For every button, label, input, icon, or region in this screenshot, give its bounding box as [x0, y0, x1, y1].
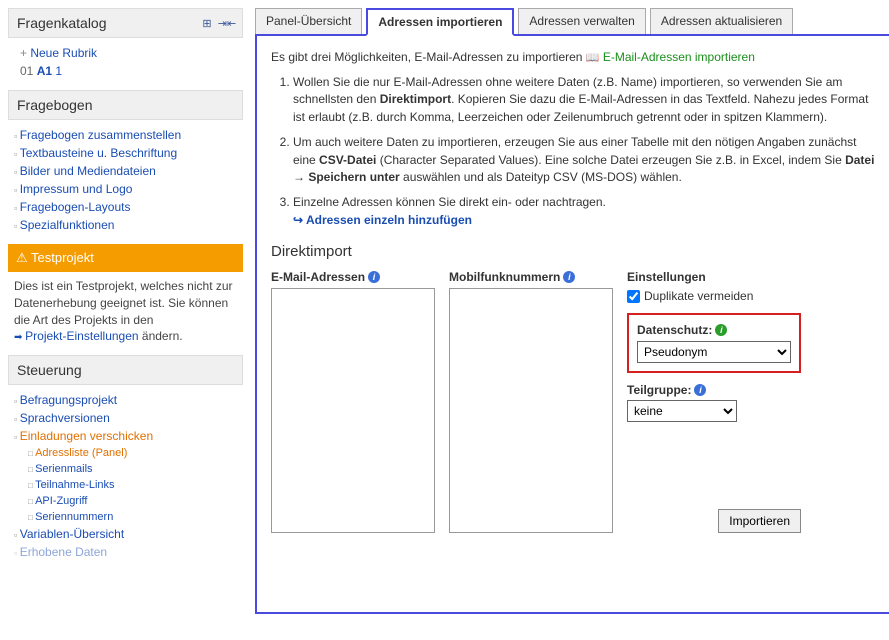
mobil-textarea[interactable]: [449, 288, 613, 533]
sidebar-sublink[interactable]: Seriennummern: [28, 509, 237, 525]
sidebar-link[interactable]: Spezialfunktionen: [14, 216, 237, 234]
sidebar-link[interactable]: Erhobene Daten: [14, 543, 237, 561]
projekt-einstellungen-link[interactable]: Projekt-Einstellungen: [14, 329, 139, 343]
duplikate-label: Duplikate vermeiden: [644, 289, 753, 303]
settings-heading: Einstellungen: [627, 270, 801, 284]
new-rubrik-link[interactable]: Neue Rubrik: [14, 44, 237, 62]
tab-panel-uebersicht[interactable]: Panel-Übersicht: [255, 8, 362, 36]
sidebar-sublink-adressliste[interactable]: Adressliste (Panel): [28, 445, 237, 461]
email-textarea[interactable]: [271, 288, 435, 533]
email-label: E-Mail-Adressen i: [271, 270, 435, 284]
sidebar-link[interactable]: Textbausteine u. Beschriftung: [14, 144, 237, 162]
rubrik-item[interactable]: 01 A1 1: [14, 62, 237, 80]
sidebar-link[interactable]: Befragungsprojekt: [14, 391, 237, 409]
sidebar-link[interactable]: Fragebogen-Layouts: [14, 198, 237, 216]
instruction-item: Wollen Sie die nur E-Mail-Adressen ohne …: [293, 74, 881, 126]
sidebar-link[interactable]: Sprachversionen: [14, 409, 237, 427]
teilgruppe-select[interactable]: keine: [627, 400, 737, 422]
sidebar-sublink[interactable]: API-Zugriff: [28, 493, 237, 509]
adressen-einzeln-link[interactable]: Adressen einzeln hinzufügen: [293, 213, 472, 227]
book-icon: 📖: [586, 52, 600, 64]
tab-adressen-importieren[interactable]: Adressen importieren: [366, 8, 514, 36]
datenschutz-label: Datenschutz: i: [637, 323, 791, 337]
datenschutz-select[interactable]: Pseudonym: [637, 341, 791, 363]
sidebar-link[interactable]: Fragebogen zusammenstellen: [14, 126, 237, 144]
section-title: Fragenkatalog: [17, 15, 107, 31]
tab-adressen-verwalten[interactable]: Adressen verwalten: [518, 8, 645, 36]
teilgruppe-label: Teilgruppe: i: [627, 383, 801, 397]
section-header-steuerung: Steuerung: [8, 355, 243, 385]
section-title: Steuerung: [17, 362, 82, 378]
import-button[interactable]: Importieren: [718, 509, 801, 533]
section-header-fragebogen: Fragebogen: [8, 90, 243, 120]
main-panel: Es gibt drei Möglichkeiten, E-Mail-Adres…: [255, 34, 889, 614]
sidebar-link-einladungen[interactable]: Einladungen verschicken: [14, 427, 237, 445]
sidebar-sublink[interactable]: Serienmails: [28, 461, 237, 477]
section-title: Fragebogen: [17, 97, 93, 113]
tab-adressen-aktualisieren[interactable]: Adressen aktualisieren: [650, 8, 793, 36]
duplikate-checkbox[interactable]: [627, 290, 640, 303]
collapse-icon[interactable]: ⇥⇤: [220, 16, 234, 30]
testprojekt-banner: Testprojekt: [8, 244, 243, 272]
datenschutz-highlight-box: Datenschutz: i Pseudonym: [627, 313, 801, 373]
sidebar-link[interactable]: Variablen-Übersicht: [14, 525, 237, 543]
sidebar-link[interactable]: Impressum und Logo: [14, 180, 237, 198]
add-page-icon[interactable]: ⊞: [200, 16, 214, 30]
instruction-item: Um auch weitere Daten zu importieren, er…: [293, 134, 881, 186]
instruction-item: Einzelne Adressen können Sie direkt ein-…: [293, 194, 881, 229]
help-icon[interactable]: i: [368, 271, 380, 283]
mobil-label: Mobilfunknummern i: [449, 270, 613, 284]
help-icon[interactable]: i: [563, 271, 575, 283]
email-import-help-link[interactable]: E-Mail-Adressen importieren: [603, 50, 755, 64]
sidebar-link[interactable]: Bilder und Mediendateien: [14, 162, 237, 180]
testprojekt-info: Dies ist ein Testprojekt, welches nicht …: [8, 278, 243, 355]
help-icon[interactable]: i: [715, 324, 727, 336]
sidebar-sublink[interactable]: Teilnahme-Links: [28, 477, 237, 493]
direktimport-heading: Direktimport: [271, 243, 881, 260]
help-icon[interactable]: i: [694, 384, 706, 396]
intro-text: Es gibt drei Möglichkeiten, E-Mail-Adres…: [271, 50, 881, 64]
section-header-fragenkatalog: Fragenkatalog ⊞ ⇥⇤: [8, 8, 243, 38]
